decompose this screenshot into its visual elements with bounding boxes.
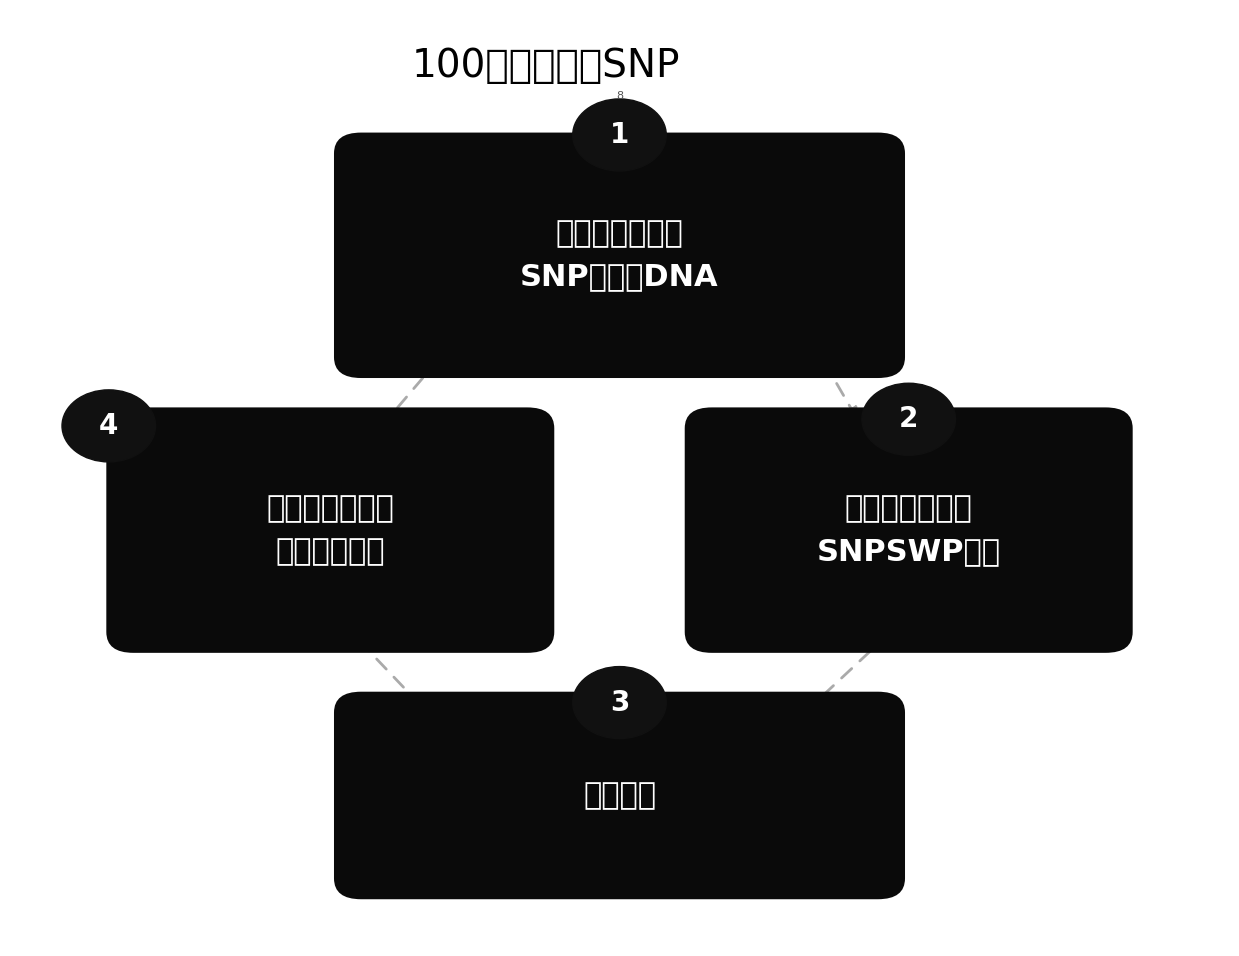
Text: 1: 1 [610,121,629,149]
FancyBboxPatch shape [335,692,904,900]
Text: 2: 2 [900,405,918,433]
Text: 环出标记和品质
控制最终菌株: 环出标记和品质 控制最终菌株 [266,494,394,566]
Text: 3: 3 [610,688,629,717]
FancyBboxPatch shape [107,407,554,653]
Text: 100个待交换的SNP: 100个待交换的SNP [411,47,680,85]
Text: 产生和品质控制
SNP特异性DNA: 产生和品质控制 SNP特异性DNA [520,219,719,292]
Circle shape [862,383,955,455]
Text: 组装和品质控制
SNPSWP质体: 组装和品质控制 SNPSWP质体 [817,494,1001,566]
FancyBboxPatch shape [685,407,1132,653]
Circle shape [572,98,667,171]
Text: 转化菌株: 转化菌株 [584,781,655,810]
Text: 8: 8 [616,91,623,101]
FancyBboxPatch shape [335,133,904,378]
Circle shape [62,390,156,462]
Text: 4: 4 [99,412,119,440]
Circle shape [572,666,667,739]
